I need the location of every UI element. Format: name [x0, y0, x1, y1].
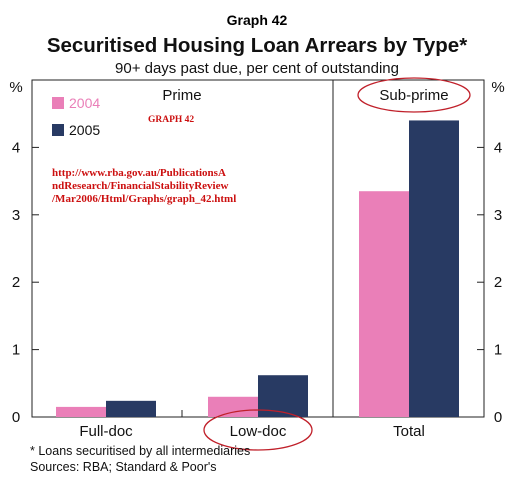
y-tick-label-right: 3 [494, 207, 502, 224]
sources: Sources: RBA; Standard & Poor's [30, 460, 217, 474]
panel-label-sub-prime: Sub-prime [379, 87, 448, 104]
y-tick-label-right: 2 [494, 274, 502, 291]
y-axis-label-left: % [9, 79, 22, 96]
y-axis-label-right: % [491, 79, 504, 96]
legend-swatch-2004 [52, 97, 64, 109]
x-tick-label-full-doc: Full-doc [79, 423, 133, 440]
x-tick-label-low-doc: Low-doc [230, 423, 287, 440]
highlight-ellipse-low-doc [203, 409, 313, 451]
bars [56, 120, 459, 417]
url-line-2: ndResearch/FinancialStabilityReview [52, 180, 228, 192]
graph-stamp: GRAPH 42 [148, 115, 194, 125]
legend-swatch-2005 [52, 124, 64, 136]
highlight-ellipse-sub-prime [357, 77, 471, 113]
y-ticks-right: 0 1 2 3 4 [477, 139, 502, 426]
bar-2004-full-doc [56, 406, 106, 417]
chart-title: Securitised Housing Loan Arrears by Type… [47, 34, 467, 57]
y-tick-label-left: 1 [12, 342, 20, 359]
y-tick-label-left: 0 [12, 409, 20, 426]
bar-2004-total [359, 191, 409, 417]
y-ticks-left: 0 1 2 3 4 [12, 139, 39, 426]
legend-label-2004: 2004 [69, 95, 100, 111]
y-tick-label-right: 4 [494, 139, 502, 156]
url-line-3: /Mar2006/Html/Graphs/graph_42.html [51, 193, 236, 205]
bar-2005-full-doc [106, 400, 156, 417]
x-tick-label-total: Total [393, 423, 425, 440]
y-tick-label-left: 4 [12, 139, 20, 156]
y-tick-label-right: 1 [494, 342, 502, 359]
y-tick-label-left: 2 [12, 274, 20, 291]
panel-label-prime: Prime [162, 87, 201, 104]
y-tick-label-left: 3 [12, 207, 20, 224]
url-line-1: http://www.rba.gov.au/PublicationsA [52, 167, 226, 179]
y-tick-label-right: 0 [494, 409, 502, 426]
bar-2005-total [409, 120, 459, 417]
footnote: * Loans securitised by all intermediarie… [30, 444, 250, 458]
chart-subtitle: 90+ days past due, per cent of outstandi… [115, 60, 399, 77]
graph-number: Graph 42 [227, 12, 288, 28]
bar-2004-low-doc [208, 396, 258, 417]
legend-label-2005: 2005 [69, 122, 100, 138]
